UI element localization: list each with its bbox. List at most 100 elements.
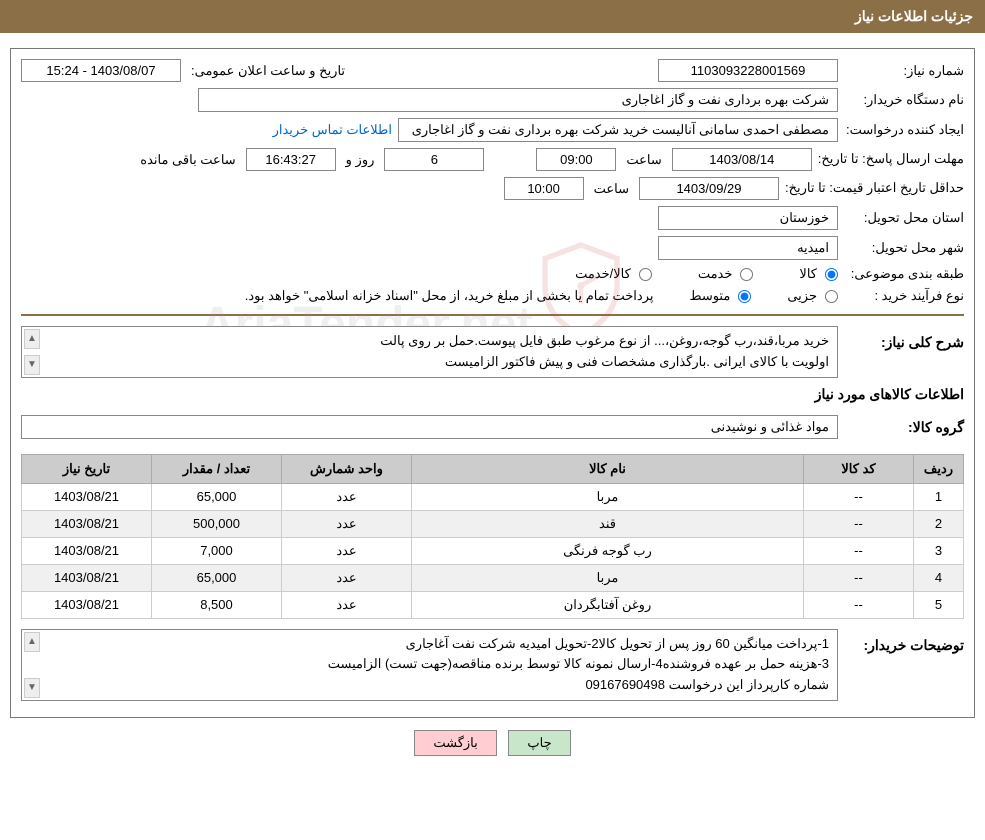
radio-goods[interactable] [825, 268, 838, 281]
radio-medium[interactable] [738, 290, 751, 303]
requester-value: مصطفی احمدی سامانی آنالیست خرید شرکت بهر… [398, 118, 838, 142]
table-row: 1 -- مربا عدد 65,000 1403/08/21 [22, 483, 964, 510]
table-row: 3 -- رب گوجه فرنگی عدد 7,000 1403/08/21 [22, 537, 964, 564]
page-title: جزئیات اطلاعات نیاز [855, 8, 973, 24]
cell-num: 4 [914, 564, 964, 591]
category-radio-group: کالا خدمت کالا/خدمت [575, 266, 838, 282]
deadline-row: مهلت ارسال پاسخ: تا تاریخ: 1403/08/14 سا… [21, 148, 964, 171]
cell-num: 2 [914, 510, 964, 537]
description-box: ▲ ▼ خرید مربا،قند،رب گوجه،روغن،... از نو… [21, 326, 838, 378]
remaining-label: ساعت باقی مانده [136, 152, 239, 168]
deadline-time-label: ساعت [622, 152, 665, 168]
validity-date-value: 1403/09/29 [639, 177, 779, 200]
requester-label: ایجاد کننده درخواست: [844, 122, 964, 138]
buyer-notes-box: ▲ ▼ 1-پرداخت میانگین 60 روز پس از تحویل … [21, 629, 838, 701]
cell-code: -- [804, 483, 914, 510]
cell-name: مربا [412, 564, 804, 591]
cell-qty: 65,000 [152, 564, 282, 591]
scroll-arrows: ▲ ▼ [24, 329, 40, 375]
table-row: 2 -- قند عدد 500,000 1403/08/21 [22, 510, 964, 537]
cat-goods-label: کالا [799, 266, 817, 282]
need-number-value: 1103093228001569 [658, 59, 838, 82]
cell-qty: 8,500 [152, 591, 282, 618]
buyer-notes-label: توضیحات خریدار: [844, 637, 964, 654]
cell-name: رب گوجه فرنگی [412, 537, 804, 564]
description-line1: خرید مربا،قند،رب گوجه،روغن،... از نوع مر… [30, 331, 829, 352]
cell-unit: عدد [282, 537, 412, 564]
cell-code: -- [804, 537, 914, 564]
th-need-date: تاریخ نیاز [22, 454, 152, 483]
buyer-notes-line2: 3-هزینه حمل بر عهده فروشنده4-ارسال نمونه… [30, 654, 829, 675]
description-line2: اولویت با کالای ایرانی .بارگذاری مشخصات … [30, 352, 829, 373]
cell-unit: عدد [282, 564, 412, 591]
category-label: طبقه بندی موضوعی: [844, 266, 964, 282]
cat-service-label: خدمت [698, 266, 733, 282]
scroll-down-icon[interactable]: ▼ [24, 355, 40, 375]
validity-label: حداقل تاریخ اعتبار قیمت: تا تاریخ: [785, 180, 964, 197]
cell-name: روغن آفتابگردان [412, 591, 804, 618]
validity-time-value: 10:00 [504, 177, 584, 200]
buttons-row: چاپ بازگشت [0, 718, 985, 760]
cell-code: -- [804, 591, 914, 618]
cell-unit: عدد [282, 591, 412, 618]
cell-unit: عدد [282, 510, 412, 537]
type-medium-label: متوسط [689, 288, 730, 304]
th-quantity: تعداد / مقدار [152, 454, 282, 483]
radio-partial[interactable] [825, 290, 838, 303]
th-item-code: کد کالا [804, 454, 914, 483]
print-button[interactable]: چاپ [508, 730, 570, 756]
cell-num: 1 [914, 483, 964, 510]
province-row: استان محل تحویل: خوزستان [21, 206, 964, 230]
page-header: جزئیات اطلاعات نیاز [0, 0, 985, 33]
cell-num: 5 [914, 591, 964, 618]
cell-qty: 500,000 [152, 510, 282, 537]
announce-date-value: 1403/08/07 - 15:24 [21, 59, 181, 82]
validity-row: حداقل تاریخ اعتبار قیمت: تا تاریخ: 1403/… [21, 177, 964, 200]
city-label: شهر محل تحویل: [844, 240, 964, 256]
th-item-name: نام کالا [412, 454, 804, 483]
cell-qty: 7,000 [152, 537, 282, 564]
divider-1 [21, 314, 964, 316]
cell-num: 3 [914, 537, 964, 564]
table-body: 1 -- مربا عدد 65,000 1403/08/21 2 -- قند… [22, 483, 964, 618]
payment-note: پرداخت تمام یا بخشی از مبلغ خرید، از محل… [245, 288, 654, 304]
cell-qty: 65,000 [152, 483, 282, 510]
category-row: طبقه بندی موضوعی: کالا خدمت کالا/خدمت [21, 266, 964, 282]
main-content: AriaTender.net شماره نیاز: 1103093228001… [10, 48, 975, 718]
days-count-value: 6 [384, 148, 484, 171]
scroll-up-icon[interactable]: ▲ [24, 329, 40, 349]
province-value: خوزستان [658, 206, 838, 230]
type-partial-label: جزیی [787, 288, 817, 304]
deadline-date-value: 1403/08/14 [672, 148, 812, 171]
buyer-contact-link[interactable]: اطلاعات تماس خریدار [273, 122, 392, 138]
back-button[interactable]: بازگشت [414, 730, 496, 756]
buyer-org-label: نام دستگاه خریدار: [844, 92, 964, 108]
radio-goods-service[interactable] [639, 268, 652, 281]
goods-section-title: اطلاعات کالاهای مورد نیاز [21, 386, 964, 403]
scroll-down-icon[interactable]: ▼ [24, 678, 40, 698]
scroll-arrows-2: ▲ ▼ [24, 632, 40, 698]
table-header-row: ردیف کد کالا نام کالا واحد شمارش تعداد /… [22, 454, 964, 483]
deadline-label: مهلت ارسال پاسخ: تا تاریخ: [818, 151, 964, 168]
cat-goods-service-label: کالا/خدمت [575, 266, 631, 282]
cell-code: -- [804, 510, 914, 537]
buyer-notes-line3: شماره کارپرداز این درخواست 09167690498 [30, 675, 829, 696]
radio-service[interactable] [740, 268, 753, 281]
goods-group-label: گروه کالا: [844, 419, 964, 436]
goods-group-row: گروه کالا: مواد غذائی و نوشیدنی [21, 411, 964, 444]
goods-table: ردیف کد کالا نام کالا واحد شمارش تعداد /… [21, 454, 964, 619]
cell-date: 1403/08/21 [22, 537, 152, 564]
cell-name: مربا [412, 483, 804, 510]
cell-unit: عدد [282, 483, 412, 510]
announce-date-label: تاریخ و ساعت اعلان عمومی: [187, 63, 349, 79]
cell-date: 1403/08/21 [22, 483, 152, 510]
city-row: شهر محل تحویل: امیدیه [21, 236, 964, 260]
purchase-type-label: نوع فرآیند خرید : [844, 288, 964, 304]
province-label: استان محل تحویل: [844, 210, 964, 226]
table-row: 5 -- روغن آفتابگردان عدد 8,500 1403/08/2… [22, 591, 964, 618]
scroll-up-icon[interactable]: ▲ [24, 632, 40, 652]
buyer-org-row: نام دستگاه خریدار: شرکت بهره برداری نفت … [21, 88, 964, 112]
description-label: شرح کلی نیاز: [844, 334, 964, 351]
cell-date: 1403/08/21 [22, 591, 152, 618]
th-unit: واحد شمارش [282, 454, 412, 483]
